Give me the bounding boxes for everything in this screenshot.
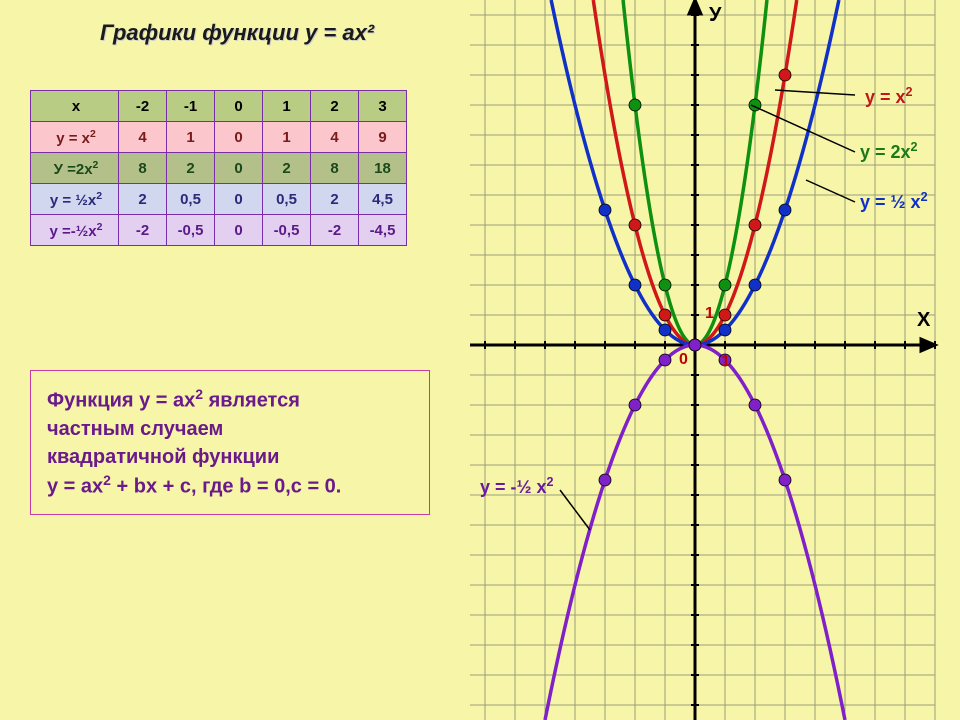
table-row: У =2х28202818 xyxy=(31,153,407,184)
x-axis-label: Х xyxy=(917,309,930,332)
origin-label: 0 xyxy=(679,351,688,369)
table-row: у = ½х220,500,524,5 xyxy=(31,184,407,215)
page-title: Графики функции у = ах² xyxy=(100,20,374,46)
curve-label-y_eq_x2: у = х2 xyxy=(865,85,913,108)
y-tick-1: 1 xyxy=(705,305,714,323)
note-box: Функция у = ах2 являетсячастным случаемк… xyxy=(30,370,430,515)
curve-label-y_eq_neg_half_x2: у = -½ х2 xyxy=(480,475,554,498)
table-row: у =-½х2-2-0,50-0,5-2-4,5 xyxy=(31,215,407,246)
curve-label-y_eq_2x2: у = 2х2 xyxy=(860,140,918,163)
x-tick-1: 1 xyxy=(721,353,730,371)
y-axis-label: У xyxy=(709,4,721,27)
table-row: х-2-10123 xyxy=(31,91,407,122)
table-row: у = х2410149 xyxy=(31,122,407,153)
parabola-chart: У Х 0 1 1 у = 2х2 у = х2 у = ½ х2 у = -½ х2 xyxy=(460,0,960,720)
data-table: х-2-10123у = х2410149У =2х28202818у = ½х… xyxy=(30,90,407,246)
curve-label-y_eq_half_x2: у = ½ х2 xyxy=(860,190,928,213)
